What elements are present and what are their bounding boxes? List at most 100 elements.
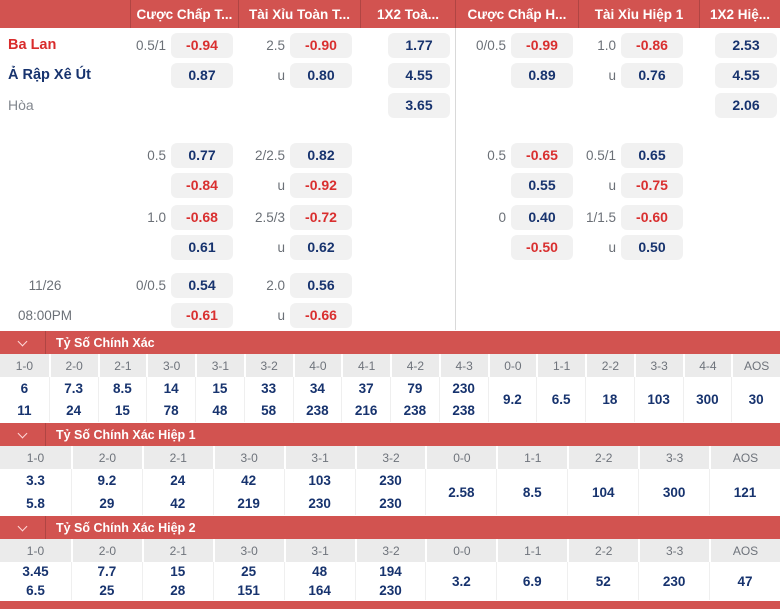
score-odds-value[interactable]: 219 [237,496,260,511]
score-odds-value[interactable]: 8.5 [112,380,132,396]
score-odds-value[interactable]: 15 [170,564,186,579]
odds-value[interactable]: -0.65 [511,142,573,168]
score-odds-value[interactable]: 151 [237,583,260,598]
score-odds-value[interactable]: 2.58 [448,484,475,500]
score-odds-value[interactable]: 230 [379,473,402,488]
odds-value[interactable]: 0.87 [171,62,233,88]
score-odds-value[interactable]: 24 [170,473,186,488]
score-odds-value[interactable]: 6.5 [26,583,45,598]
odds-value[interactable]: 0.40 [511,204,573,230]
score-odds-value[interactable]: 121 [733,484,757,500]
score-odds-value[interactable]: 103 [308,473,331,488]
odds-value[interactable]: -0.66 [290,302,352,328]
odds-value[interactable]: 3.65 [388,92,450,118]
score-odds-value[interactable]: 300 [696,392,719,407]
score-odds-value[interactable]: 25 [99,583,115,598]
score-odds-value[interactable]: 9.2 [502,392,522,407]
score-odds-value[interactable]: 7.7 [97,564,117,579]
score-odds-value[interactable]: 300 [662,484,686,500]
score-odds-value[interactable]: 6.5 [551,392,571,407]
score-odds-value[interactable]: 7.3 [64,380,84,396]
score-odds-value[interactable]: 79 [407,380,423,396]
odds-value[interactable]: 0.77 [171,142,233,168]
odds-value[interactable]: 0.55 [511,172,573,198]
score-odds-value[interactable]: 238 [452,403,475,419]
score-odds-value[interactable]: 6.9 [522,573,542,589]
score-section-toggle[interactable]: Tỷ Số Chính Xác Hiệp 2 [0,516,780,539]
odds-value[interactable]: 0.56 [290,272,352,298]
score-odds-value[interactable]: 230 [308,496,331,511]
score-odds-value[interactable]: 3.45 [22,564,49,579]
score-odds-value[interactable]: 47 [737,573,753,589]
odds-value[interactable]: 0.62 [290,234,352,260]
odds-value[interactable]: 0.54 [171,272,233,298]
odds-value[interactable]: -0.94 [171,32,233,58]
odds-value[interactable]: 0.61 [171,234,233,260]
score-odds-value[interactable]: 14 [163,380,179,396]
odds-value[interactable]: -0.68 [171,204,233,230]
score-odds-value[interactable]: 29 [99,496,115,511]
chevron-cell[interactable] [0,331,46,354]
score-odds-value[interactable]: 15 [212,380,228,396]
score-odds-value[interactable]: 9.2 [97,473,117,488]
score-odds-value[interactable]: 6 [20,380,29,396]
score-odds-value[interactable]: 238 [403,403,427,419]
chevron-cell[interactable] [0,423,46,446]
score-odds-value[interactable]: 230 [379,496,402,511]
score-odds-value[interactable]: 238 [306,403,329,419]
score-section-toggle[interactable]: Tỷ Số Chính Xác [0,331,780,354]
odds-value[interactable]: -0.99 [511,32,573,58]
odds-value[interactable]: 0.80 [290,62,352,88]
odds-value[interactable]: 0.50 [621,234,683,260]
score-odds-value[interactable]: 25 [241,564,257,579]
score-odds-value[interactable]: 42 [241,473,257,488]
score-odds-value[interactable]: 230 [379,583,402,598]
odds-value[interactable]: 4.55 [388,62,450,88]
score-odds-value[interactable]: 230 [662,573,686,589]
score-odds-value[interactable]: 11 [17,403,32,419]
score-odds-value[interactable]: 34 [309,380,325,396]
odds-value[interactable]: -0.92 [290,172,352,198]
odds-value[interactable]: -0.90 [290,32,352,58]
score-odds-value[interactable]: 216 [354,403,378,419]
score-odds-value[interactable]: 194 [379,564,402,579]
odds-value[interactable]: -0.72 [290,204,352,230]
odds-value[interactable]: 4.55 [715,62,777,88]
score-odds-value[interactable]: 15 [114,403,130,419]
score-odds-value[interactable]: 103 [647,392,670,407]
odds-value[interactable]: 2.53 [715,32,777,58]
odds-value[interactable]: 2.06 [715,92,777,118]
score-odds-value[interactable]: 52 [595,573,611,589]
score-odds-value[interactable]: 18 [602,392,618,407]
odds-value[interactable]: 0.65 [621,142,683,168]
score-odds-value[interactable]: 28 [170,583,186,598]
odds-value[interactable]: -0.84 [171,172,233,198]
score-odds-value[interactable]: 3.3 [26,473,45,488]
score-odds-value[interactable]: 48 [312,564,328,579]
score-odds-value[interactable]: 42 [170,496,186,511]
odds-value[interactable]: -0.75 [621,172,683,198]
score-odds-value[interactable]: 24 [66,403,82,419]
score-odds-value[interactable]: 48 [212,403,228,419]
odds-value[interactable]: 0.76 [621,62,683,88]
score-section-toggle[interactable]: Tỷ Số Chính Xác Hiệp 1 [0,423,780,446]
odds-value[interactable]: 0.89 [511,62,573,88]
odds-value[interactable]: 0.82 [290,142,352,168]
odds-value[interactable]: -0.61 [171,302,233,328]
chevron-cell[interactable] [0,516,46,539]
odds-value[interactable]: -0.50 [511,234,573,260]
score-odds-value[interactable]: 58 [261,403,277,419]
score-odds-value[interactable]: 30 [748,392,764,407]
odds-value[interactable]: -0.86 [621,32,683,58]
score-odds-value[interactable]: 33 [261,380,277,396]
score-odds-value[interactable]: 37 [358,380,374,396]
score-odds-value[interactable]: 8.5 [522,484,542,500]
score-odds-value[interactable]: 78 [163,403,179,419]
score-odds-value[interactable]: 164 [308,583,331,598]
odds-value[interactable]: 1.77 [388,32,450,58]
score-odds-value[interactable]: 104 [591,484,615,500]
collapsed-section-bar[interactable] [0,601,780,609]
score-odds-value[interactable]: 5.8 [26,496,45,511]
odds-value[interactable]: -0.60 [621,204,683,230]
score-odds-value[interactable]: 3.2 [452,573,471,589]
